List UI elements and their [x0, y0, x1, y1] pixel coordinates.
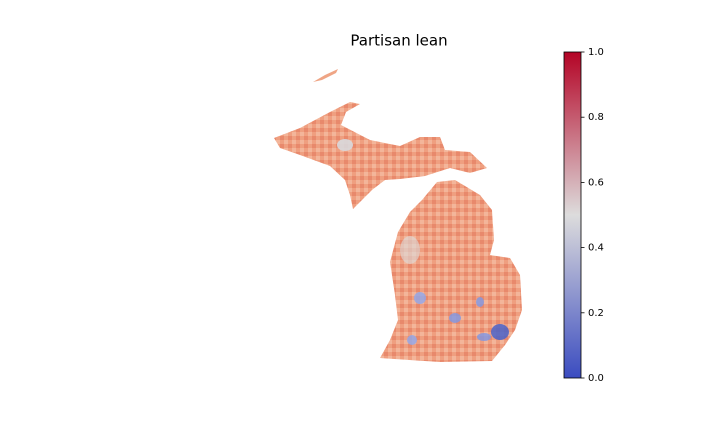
urban-area: [414, 292, 426, 304]
urban-area: [477, 333, 491, 341]
lower-peninsula: [380, 180, 522, 362]
michigan-map: [274, 69, 522, 362]
colorbar-tick-label: 0.4: [588, 243, 604, 254]
map-title: Partisan lean: [350, 32, 447, 50]
colorbar-tick-label: 0.0: [588, 373, 604, 384]
colorbar-tick-label: 0.2: [588, 308, 604, 319]
colorbar: 0.0 0.2 0.4 0.6 0.8 1.0: [563, 47, 604, 384]
urban-area: [491, 324, 509, 340]
urban-area: [337, 139, 353, 151]
isle-royale: [313, 69, 338, 82]
urban-area: [400, 236, 420, 264]
colorbar-tick-label: 1.0: [588, 47, 604, 58]
urban-area: [476, 297, 484, 307]
urban-area: [449, 313, 461, 323]
colorbar-tick-label: 0.8: [588, 112, 604, 123]
colorbar-tick-label: 0.6: [588, 177, 604, 188]
upper-peninsula: [274, 102, 487, 209]
colorbar-scale: [563, 51, 582, 379]
urban-area: [407, 335, 417, 345]
